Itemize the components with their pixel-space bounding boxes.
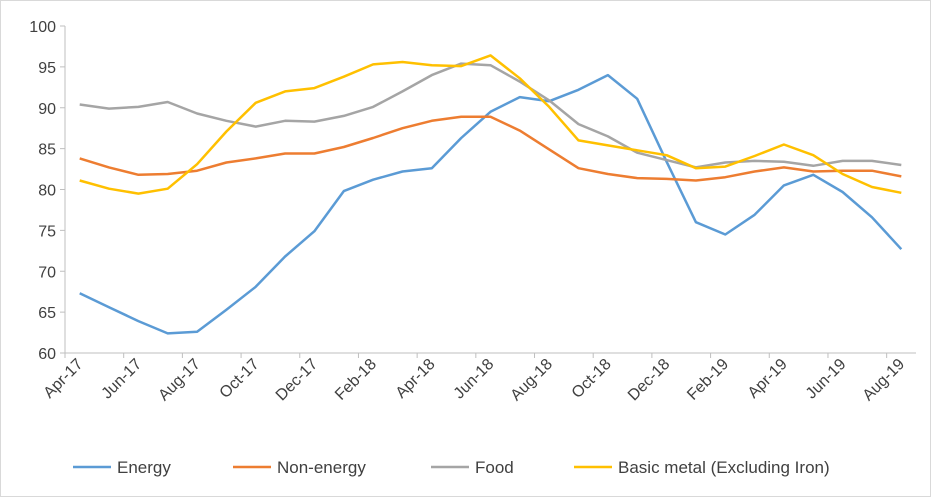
series-line-non-energy: [79, 115, 902, 182]
x-tick-label: Jun-19: [803, 356, 850, 403]
series-line-basic-metal-excluding-iron: [79, 54, 902, 195]
y-tick-label: 85: [38, 142, 56, 159]
y-tick-label: 60: [38, 346, 56, 363]
series-line-food: [79, 62, 902, 169]
x-tick-label: Feb-18: [332, 356, 380, 404]
x-tick-label: Apr-19: [745, 356, 791, 402]
legend-label-energy: Energy: [117, 458, 171, 477]
y-tick-label: 90: [38, 101, 56, 118]
y-tick-label: 65: [38, 305, 56, 322]
x-tick-label: Dec-18: [625, 356, 674, 405]
y-tick-label: 100: [29, 19, 56, 36]
legend-label-food: Food: [475, 458, 514, 477]
x-tick-label: Jun-17: [99, 356, 146, 403]
x-tick-label: Aug-19: [860, 356, 909, 405]
x-tick-label: Apr-18: [393, 356, 439, 402]
x-tick-label: Dec-17: [273, 356, 322, 405]
x-tick-label: Feb-19: [684, 356, 732, 404]
y-tick-label: 80: [38, 183, 56, 200]
legend-label-basic-metal-excluding-iron: Basic metal (Excluding Iron): [618, 458, 830, 477]
series-lines: [79, 54, 903, 335]
x-tick-label: Jun-18: [451, 356, 498, 403]
x-tick-label: Oct-17: [217, 356, 263, 402]
y-tick-label: 95: [38, 60, 56, 77]
series-line-energy: [79, 73, 903, 335]
x-tick-label: Oct-18: [569, 356, 615, 402]
legend: Energy Non-energy Food Basic metal (Excludi…: [73, 458, 830, 477]
x-tick-label: Aug-17: [155, 356, 204, 405]
legend-label-non-energy: Non-energy: [277, 458, 366, 477]
y-tick-label: 70: [38, 264, 56, 281]
x-tick-label: Aug-18: [508, 356, 557, 405]
y-tick-label: 75: [38, 223, 56, 240]
